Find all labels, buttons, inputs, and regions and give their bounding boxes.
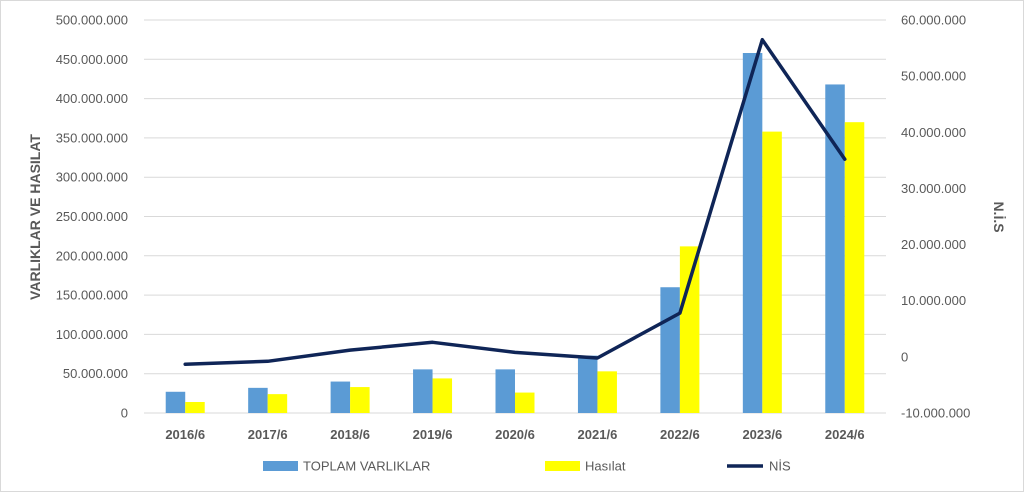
bar-toplam-varliklar: [330, 381, 351, 413]
legend-swatch: [545, 461, 580, 471]
bar-hasilat: [350, 387, 370, 413]
bar-toplam-varliklar: [825, 84, 845, 414]
line-series: [183, 37, 847, 366]
right-tick-label: 20.000.000: [901, 237, 966, 252]
bar-hasilat: [267, 394, 288, 413]
left-tick-label: 150.000.000: [56, 288, 128, 303]
x-axis-ticks: 2016/6 2017/6 2018/6 2019/6 2020/6 2021/6 2022…: [165, 427, 864, 442]
right-tick-label: 60.000.000: [901, 13, 966, 28]
left-tick-label: 50.000.000: [63, 366, 128, 381]
right-tick-label: 50.000.000: [901, 69, 966, 84]
right-tick-label: 10.000.000: [901, 293, 966, 308]
bar-hasilat: [185, 401, 205, 413]
bar-toplam-varliklar: [495, 369, 515, 413]
left-tick-label: 450.000.000: [56, 52, 128, 67]
bar-hasilat: [597, 371, 617, 413]
left-tick-label: 250.000.000: [56, 209, 128, 224]
x-tick-label: 2022/6: [660, 427, 700, 442]
right-axis-ticks: -10.000.000 0 10.000.000 20.000.000 30.000.0…: [901, 13, 970, 421]
left-tick-label: 0: [121, 406, 128, 421]
legend-swatch: [263, 461, 298, 471]
x-tick-label: 2021/6: [578, 427, 618, 442]
x-tick-label: 2023/6: [742, 427, 782, 442]
x-tick-label: 2020/6: [495, 427, 535, 442]
bar-hasilat: [762, 131, 782, 413]
bar-toplam-varliklar: [248, 387, 268, 413]
right-axis-title: N.İ.S: [991, 201, 1007, 232]
x-tick-label: 2019/6: [413, 427, 453, 442]
legend-label: Hasılat: [585, 459, 626, 474]
bar-toplam-varliklar: [742, 53, 763, 414]
bar-toplam-varliklar: [413, 369, 433, 413]
right-tick-label: 30.000.000: [901, 181, 966, 196]
left-tick-label: 300.000.000: [56, 170, 128, 185]
legend-label: NİS: [769, 459, 791, 474]
legend-label: TOPLAM VARLIKLAR: [303, 459, 430, 474]
bar-series: [165, 53, 865, 414]
legend: TOPLAM VARLIKLAR Hasılat NİS: [263, 459, 791, 474]
bar-hasilat: [515, 392, 535, 413]
bar-toplam-varliklar: [577, 355, 598, 413]
bar-toplam-varliklar: [660, 287, 680, 413]
left-tick-label: 200.000.000: [56, 248, 128, 263]
left-tick-label: 350.000.000: [56, 130, 128, 145]
x-tick-label: 2018/6: [330, 427, 370, 442]
right-tick-label: -10.000.000: [901, 406, 970, 421]
left-axis-title: VARLIKLAR VE HASILAT: [27, 134, 43, 300]
left-tick-label: 500.000.000: [56, 13, 128, 28]
bar-hasilat: [432, 378, 453, 413]
bar-hasilat: [844, 122, 865, 414]
x-tick-label: 2024/6: [825, 427, 865, 442]
bar-toplam-varliklar: [165, 391, 186, 413]
left-axis-ticks: 0 50.000.000 100.000.000 150.000.000 200.000…: [56, 13, 128, 421]
left-tick-label: 400.000.000: [56, 91, 128, 106]
right-tick-label: 40.000.000: [901, 125, 966, 140]
x-tick-label: 2017/6: [248, 427, 288, 442]
x-tick-label: 2016/6: [165, 427, 205, 442]
bar-hasilat: [679, 246, 700, 413]
right-tick-label: 0: [901, 349, 908, 364]
line-nis: [183, 37, 847, 366]
left-tick-label: 100.000.000: [56, 327, 128, 342]
